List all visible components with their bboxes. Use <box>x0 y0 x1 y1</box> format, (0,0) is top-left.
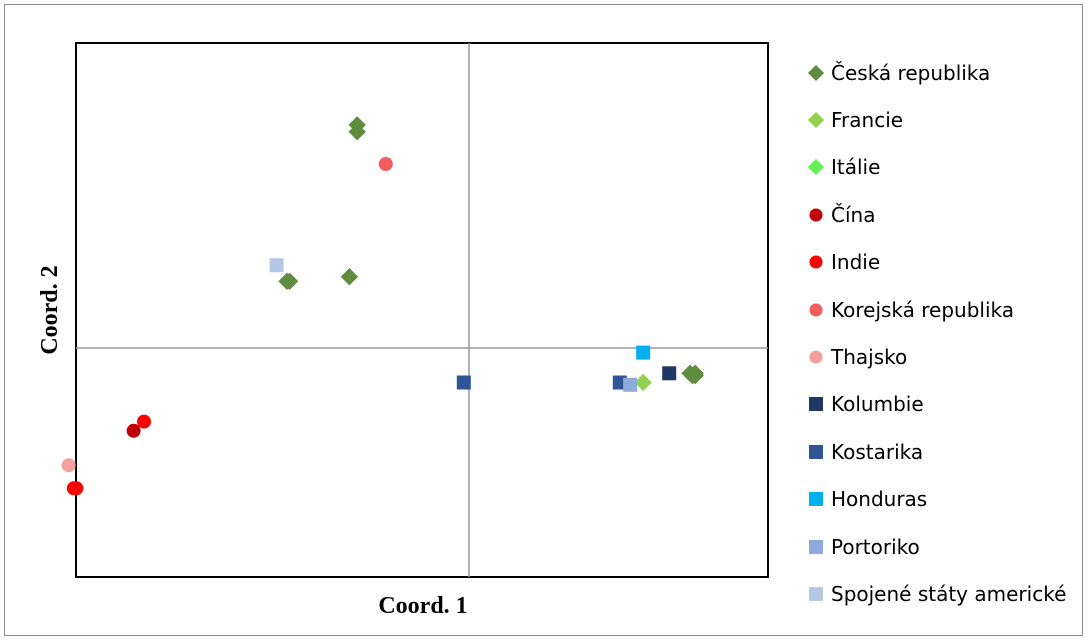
y-axis-title: Coord. 2 <box>37 265 63 354</box>
legend-marker-shape <box>809 586 823 601</box>
legend-item: Itálie <box>805 144 1066 191</box>
data-point-square-7-0 <box>662 366 677 381</box>
legend-item: Thajsko <box>805 333 1066 380</box>
scatter-plot: Coord. 1 Coord. 2 <box>37 42 769 619</box>
legend-square-marker <box>805 585 827 603</box>
legend-label: Thajsko <box>831 345 908 370</box>
data-point-diamond-0-8 <box>686 366 704 385</box>
legend-circle-marker <box>805 348 827 366</box>
data-point-diamond-0-3 <box>280 272 299 290</box>
legend-marker-shape <box>809 303 823 317</box>
legend-marker-shape <box>809 539 823 554</box>
chart-area: Coord. 1 Coord. 2 Česká republika Francie… <box>4 4 1083 636</box>
legend-diamond-marker <box>805 64 827 82</box>
legend-item: Francie <box>805 96 1066 143</box>
legend-marker-shape <box>809 350 823 364</box>
legend-item: Honduras <box>805 476 1066 523</box>
legend-label: Francie <box>831 108 904 133</box>
legend-item: Indie <box>805 239 1066 286</box>
legend-item: Česká republika <box>805 49 1066 96</box>
legend-marker-shape <box>807 159 825 176</box>
data-point-circle-3-0 <box>126 423 141 438</box>
legend-item: Čína <box>805 191 1066 238</box>
legend-item: Kostarika <box>805 428 1066 475</box>
legend-square-marker <box>805 538 827 556</box>
data-point-square-9-0 <box>636 345 651 360</box>
data-point-circle-6-0 <box>61 458 76 473</box>
legend-item: Korejská republika <box>805 286 1066 333</box>
legend-item: Spojené státy americké <box>805 570 1066 617</box>
legend-label: Česká republika <box>831 60 991 85</box>
legend-label: Spojené státy americké <box>831 581 1067 606</box>
legend-square-marker <box>805 490 827 508</box>
data-point-circle-4-2 <box>69 481 84 496</box>
legend-diamond-marker <box>805 111 827 129</box>
data-point-square-8-0 <box>456 375 471 390</box>
legend-circle-marker <box>805 206 827 224</box>
legend-diamond-marker <box>805 158 827 176</box>
legend-label: Korejská republika <box>831 297 1015 322</box>
legend-marker-shape <box>809 255 823 269</box>
legend-marker-shape <box>809 208 823 222</box>
legend-circle-marker <box>805 253 827 271</box>
legend-marker-shape <box>807 112 825 129</box>
legend-marker-shape <box>809 492 823 507</box>
x-axis-title: Coord. 1 <box>378 593 467 619</box>
legend-circle-marker <box>805 301 827 319</box>
legend-marker-shape <box>809 444 823 459</box>
data-point-circle-5-0 <box>378 157 393 171</box>
legend: Česká republika Francie Itálie Čína Indie Kor… <box>805 49 1066 618</box>
data-points <box>61 116 704 496</box>
data-point-diamond-0-1 <box>348 123 366 141</box>
legend-square-marker <box>805 395 827 413</box>
legend-label: Honduras <box>831 487 928 512</box>
data-point-square-11-0 <box>269 258 284 273</box>
legend-label: Kostarika <box>831 439 924 464</box>
legend-square-marker <box>805 443 827 461</box>
legend-marker-shape <box>809 397 823 412</box>
legend-label: Indie <box>831 250 881 275</box>
legend-label: Čína <box>831 202 876 227</box>
legend-label: Itálie <box>831 155 881 180</box>
legend-item: Portoriko <box>805 523 1066 570</box>
legend-label: Portoriko <box>831 534 920 559</box>
legend-label: Kolumbie <box>831 392 924 417</box>
legend-marker-shape <box>807 64 825 81</box>
data-point-diamond-1-0 <box>634 373 652 392</box>
data-point-diamond-0-4 <box>340 268 359 286</box>
data-point-square-10-0 <box>623 377 638 392</box>
data-point-circle-4-0 <box>137 414 151 429</box>
plot-area-border <box>75 42 769 578</box>
legend-item: Kolumbie <box>805 381 1066 428</box>
